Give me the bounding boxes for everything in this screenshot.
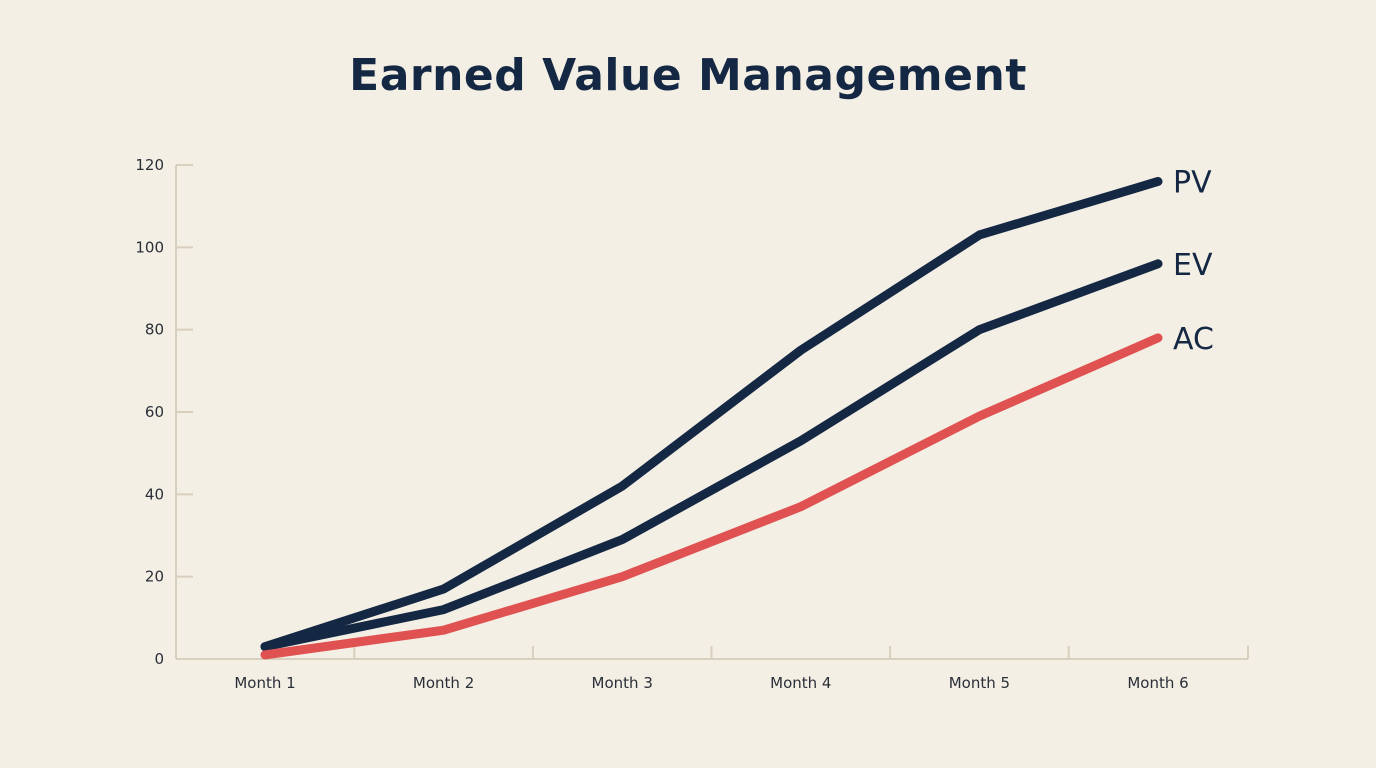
chart-title: Earned Value Management	[349, 50, 1027, 101]
x-tick-label: Month 2	[413, 674, 474, 692]
x-tick-label: Month 3	[592, 674, 653, 692]
series-label-ac: AC	[1173, 322, 1214, 357]
y-tick-label: 20	[145, 568, 164, 586]
series-label-pv: PV	[1173, 165, 1212, 200]
y-tick-label: 60	[145, 403, 164, 421]
x-tick-label: Month 1	[234, 674, 295, 692]
x-tick-label: Month 5	[949, 674, 1010, 692]
y-tick-label: 80	[145, 321, 164, 339]
y-tick-label: 0	[154, 650, 164, 668]
y-tick-label: 40	[145, 485, 164, 503]
x-tick-label: Month 4	[770, 674, 831, 692]
x-tick-label: Month 6	[1127, 674, 1188, 692]
y-tick-label: 100	[135, 238, 164, 256]
series-line-pv	[260, 176, 1163, 652]
series-line-ev	[260, 259, 1163, 652]
series-line-ac	[260, 333, 1163, 660]
y-tick-label: 120	[135, 156, 164, 174]
series-label-ev: EV	[1173, 248, 1213, 283]
